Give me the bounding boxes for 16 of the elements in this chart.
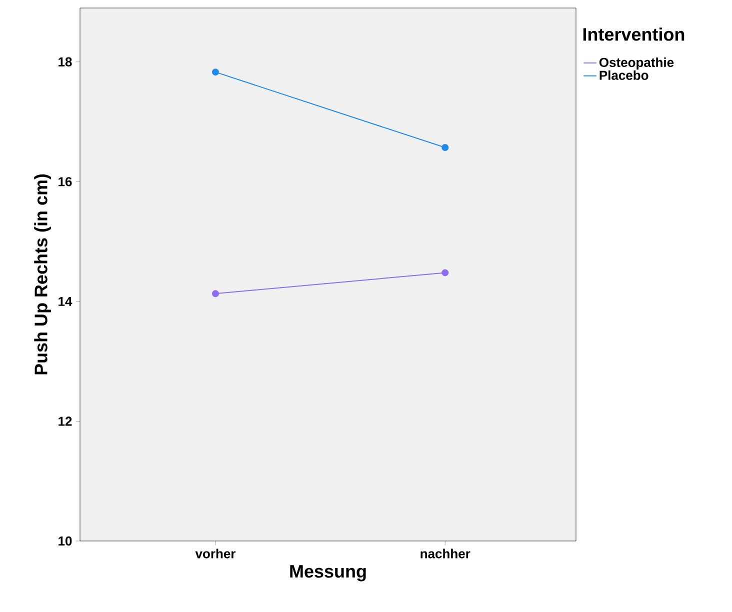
legend-label: Osteopathie xyxy=(599,57,674,70)
y-tick-label: 18 xyxy=(58,57,72,66)
legend-title: Intervention xyxy=(583,28,684,41)
point xyxy=(212,290,219,298)
legend-label: Placebo xyxy=(600,70,648,80)
y-tick-label: 14 xyxy=(58,296,72,306)
point xyxy=(442,269,449,276)
y-axis-title: Push Up Rechts (in cm) xyxy=(34,174,51,374)
y-tick-label: 12 xyxy=(58,416,72,426)
point xyxy=(442,144,449,152)
x-axis-title: Messung xyxy=(290,565,366,582)
y-tick-label: 10 xyxy=(58,536,72,546)
y-tick-label: 16 xyxy=(58,177,72,186)
x-tick-label: nachher xyxy=(420,548,470,558)
point xyxy=(212,68,219,76)
x-tick-label: vorher xyxy=(195,548,236,558)
